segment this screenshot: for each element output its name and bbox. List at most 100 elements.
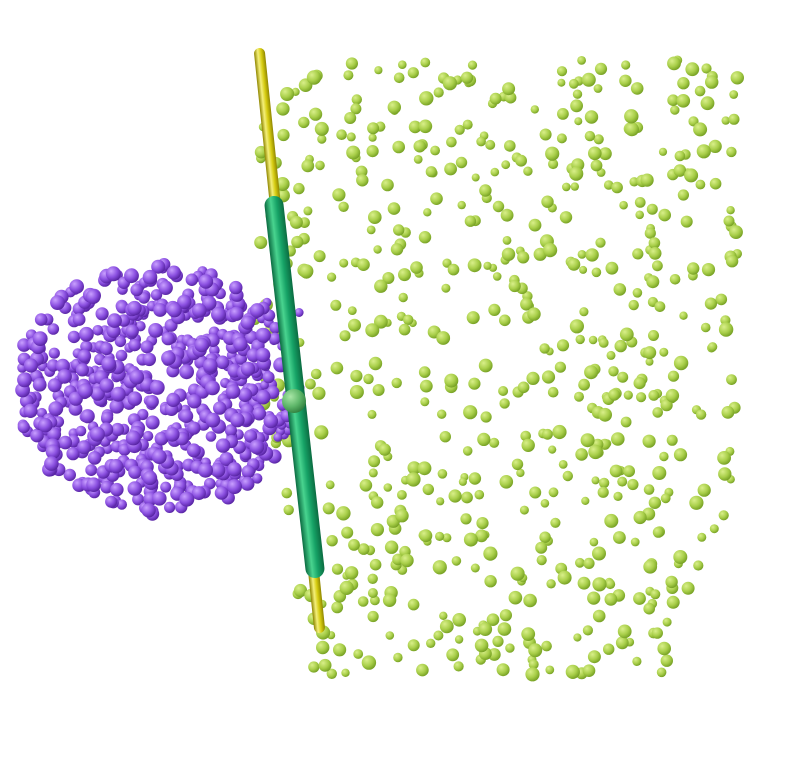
green-point	[634, 197, 646, 208]
green-point	[603, 643, 615, 655]
green-point	[344, 566, 359, 580]
green-point	[501, 160, 511, 170]
green-point	[662, 617, 672, 627]
green-point	[582, 664, 596, 677]
purple-point	[210, 462, 226, 478]
green-point	[667, 94, 679, 106]
purple-point	[77, 383, 93, 399]
green-point	[490, 167, 500, 177]
purple-point	[241, 465, 255, 479]
purple-point	[268, 332, 281, 345]
green-point	[470, 563, 480, 573]
green-point	[467, 258, 482, 273]
green-point	[492, 272, 502, 281]
green-point	[680, 215, 693, 228]
green-point	[545, 146, 560, 161]
green-point	[632, 656, 642, 667]
green-point	[338, 201, 349, 212]
green-point	[301, 159, 315, 173]
green-point	[707, 342, 718, 352]
green-point	[458, 477, 467, 486]
green-point	[497, 622, 512, 636]
green-point	[390, 243, 404, 256]
green-point	[322, 502, 335, 515]
green-point	[515, 154, 527, 167]
green-point	[725, 255, 739, 268]
green-point	[327, 272, 337, 282]
purple-point	[23, 403, 38, 418]
purple-point	[99, 378, 114, 393]
green-point	[317, 134, 327, 144]
green-point	[528, 218, 542, 232]
green-point	[599, 147, 612, 161]
green-point	[341, 668, 350, 677]
purple-point	[255, 389, 271, 405]
green-point	[367, 588, 378, 598]
purple-point	[145, 415, 160, 430]
purple-point	[158, 280, 173, 295]
green-point	[677, 77, 690, 90]
green-point	[643, 346, 657, 360]
purple-point	[77, 440, 92, 455]
purple-point	[85, 464, 98, 476]
green-point	[347, 306, 357, 315]
green-point	[393, 224, 405, 236]
green-point	[499, 475, 514, 489]
green-point	[630, 537, 640, 547]
green-point	[665, 575, 678, 589]
purple-point	[164, 501, 176, 513]
green-point	[308, 661, 320, 673]
green-point	[391, 377, 402, 389]
green-point	[689, 495, 704, 510]
green-point	[526, 371, 540, 385]
purple-point	[192, 303, 207, 318]
green-point	[384, 540, 399, 554]
green-point	[333, 643, 347, 657]
purple-point	[240, 361, 256, 377]
green-point	[400, 553, 414, 568]
green-point	[643, 484, 655, 495]
purple-point	[179, 409, 194, 423]
green-point	[392, 140, 406, 154]
purple-point	[63, 468, 76, 482]
green-point	[718, 467, 732, 481]
purple-point	[150, 289, 163, 301]
purple-point	[214, 486, 229, 500]
green-point	[556, 66, 568, 77]
green-point	[643, 559, 658, 574]
purple-point	[240, 315, 255, 330]
green-point	[718, 322, 734, 337]
purple-point	[72, 313, 86, 326]
green-point	[442, 533, 452, 543]
green-point	[574, 117, 583, 126]
purple-point	[132, 493, 145, 506]
green-point	[605, 261, 619, 275]
green-point	[613, 283, 627, 296]
green-point	[721, 116, 730, 125]
green-point	[325, 480, 335, 490]
green-point	[709, 524, 719, 534]
purple-point	[114, 335, 127, 348]
green-point	[569, 166, 584, 181]
green-point	[464, 215, 477, 227]
green-point	[587, 591, 601, 605]
green-point	[454, 124, 465, 135]
purple-point	[152, 491, 167, 506]
green-point	[659, 347, 669, 357]
green-point	[420, 57, 431, 68]
purple-point	[187, 394, 202, 409]
green-point	[446, 136, 457, 148]
green-point	[485, 139, 496, 150]
purple-point	[127, 481, 143, 496]
center-marker	[282, 389, 306, 413]
purple-point	[185, 273, 198, 286]
green-point	[408, 120, 422, 134]
green-point	[562, 470, 573, 482]
purple-point	[129, 369, 145, 385]
purple-point	[124, 268, 139, 284]
green-point	[579, 265, 588, 274]
green-point	[673, 550, 688, 564]
green-point	[588, 335, 598, 345]
green-point	[696, 144, 711, 159]
green-point	[701, 263, 716, 277]
